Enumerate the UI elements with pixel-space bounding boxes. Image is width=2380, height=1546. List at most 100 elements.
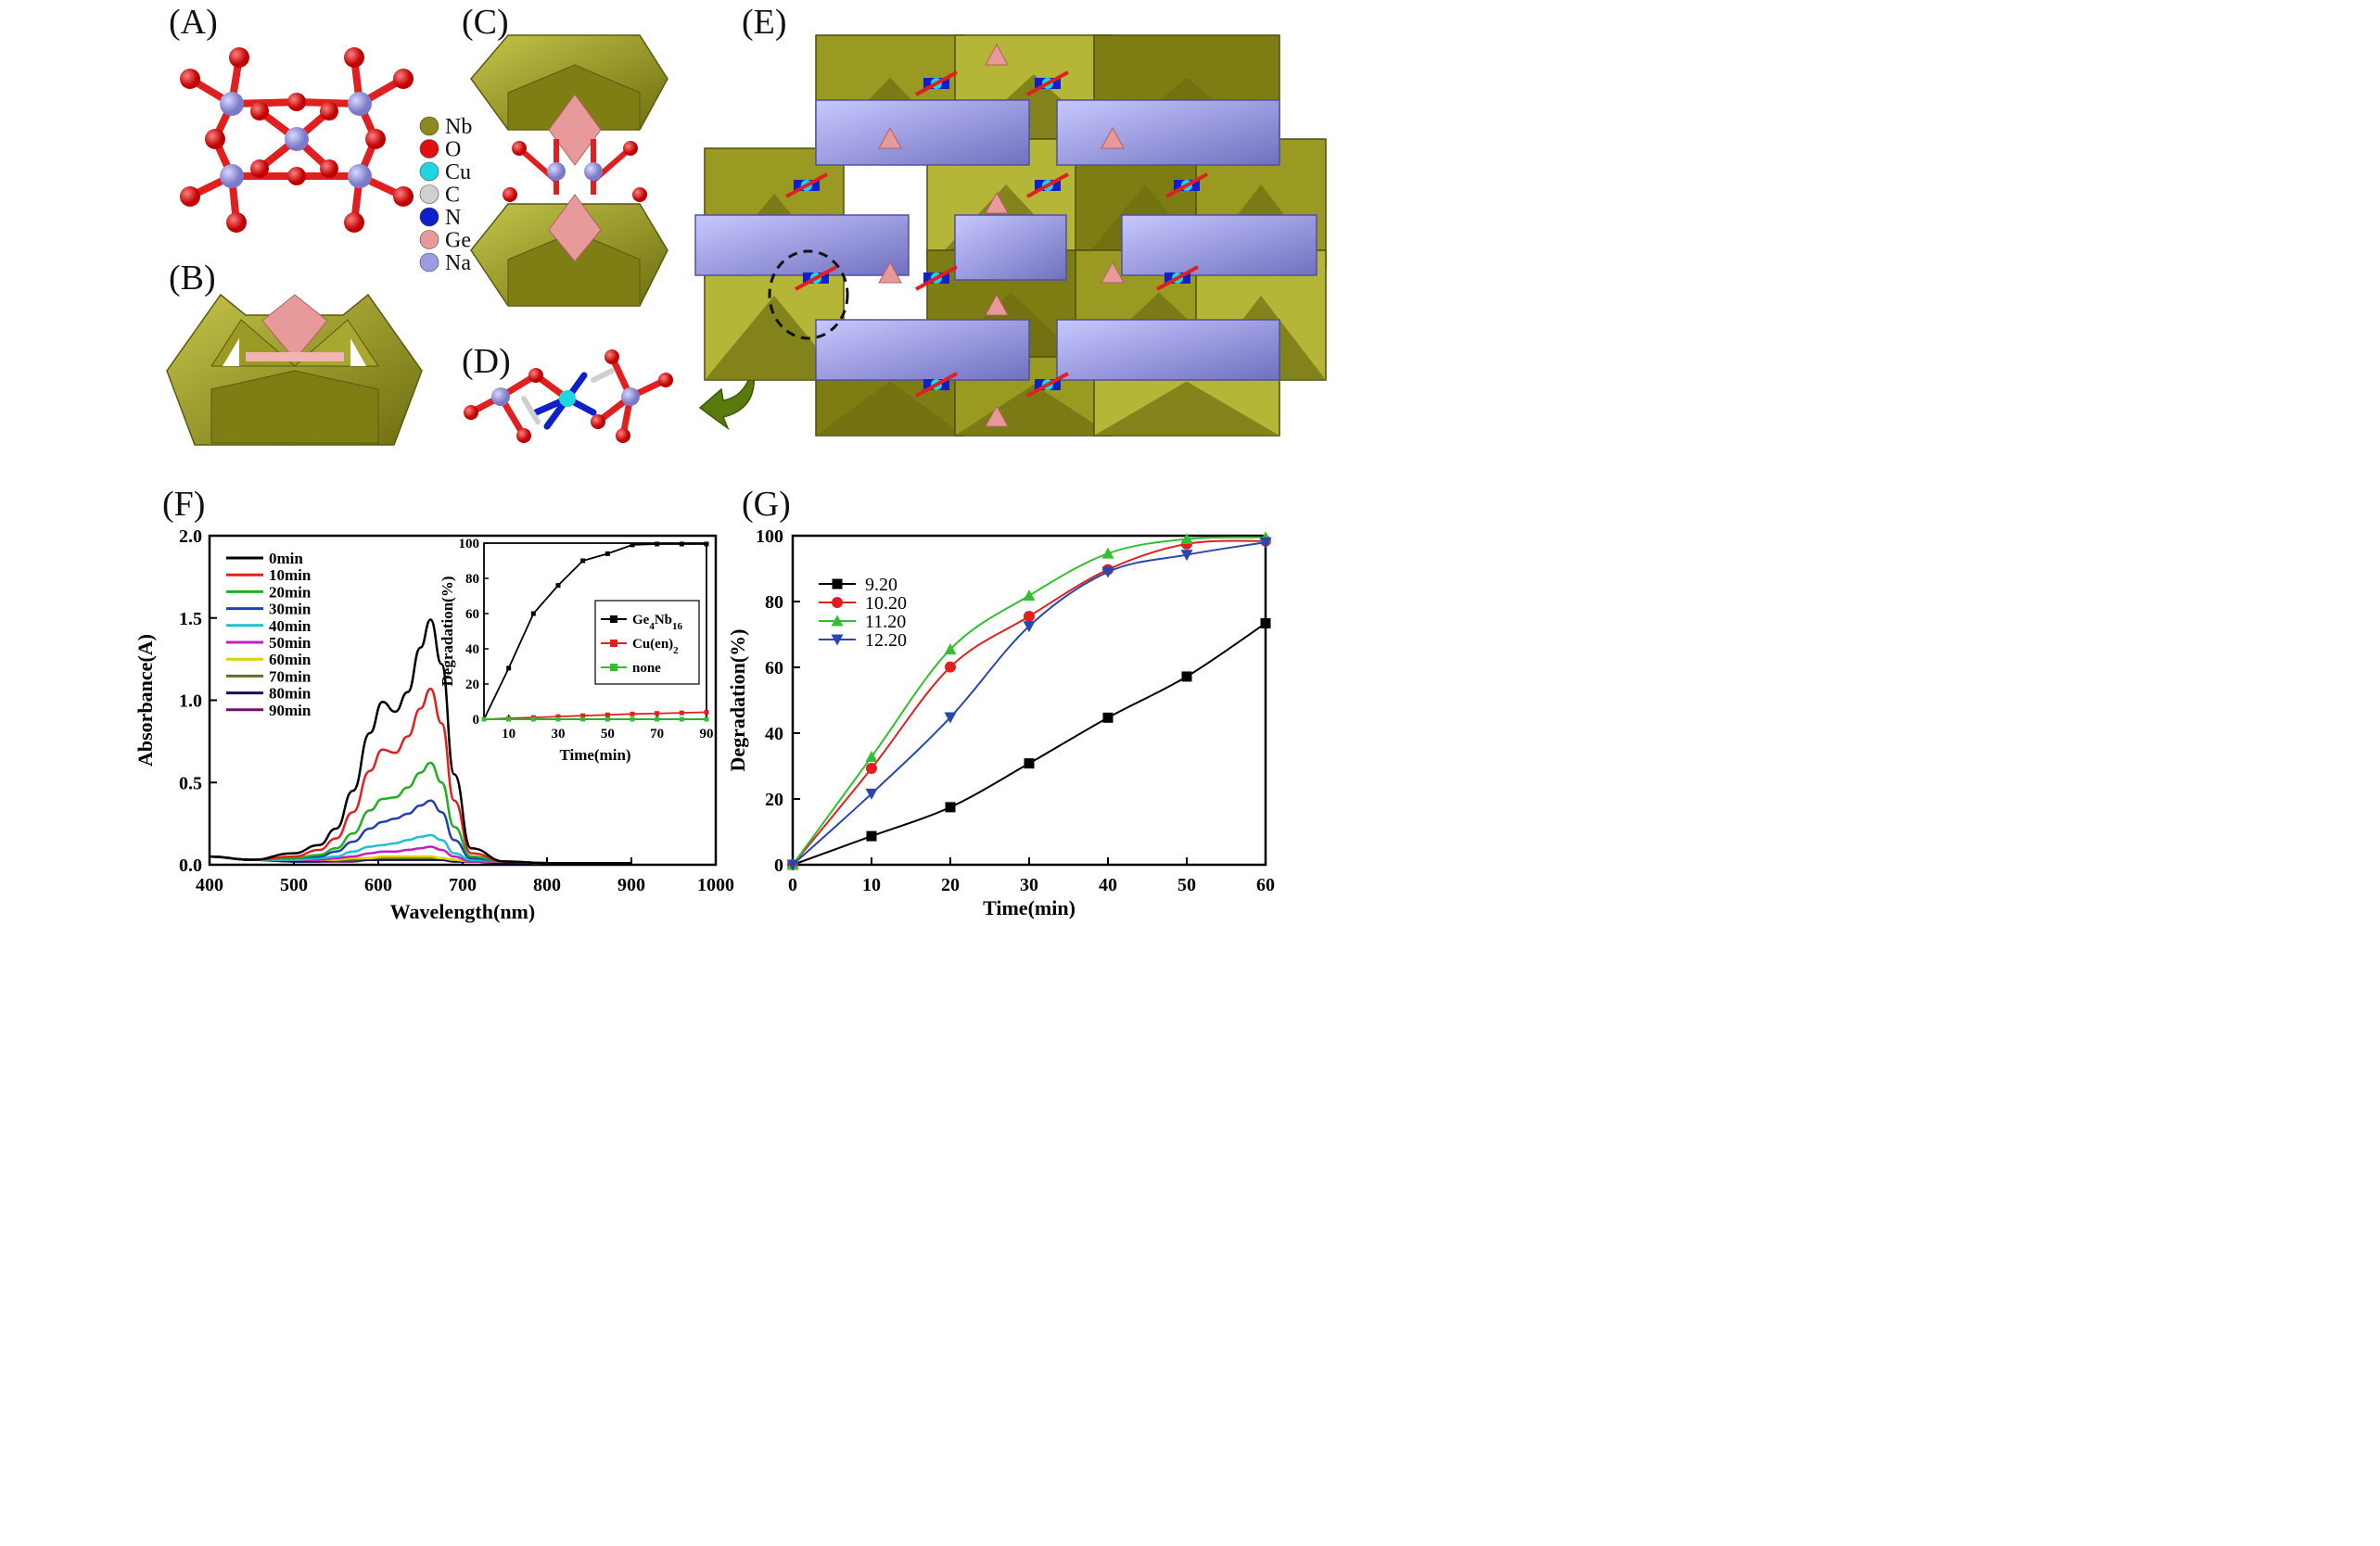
series-line-10.20 bbox=[792, 539, 1266, 866]
legend-marker-9.20 bbox=[832, 578, 843, 589]
legend-label-90min: 90min bbox=[269, 702, 312, 719]
legend-label-80min: 80min bbox=[269, 685, 312, 703]
framework-na-column bbox=[815, 319, 1030, 381]
y-tick-label: 2.0 bbox=[179, 526, 202, 547]
panel-label-f: (F) bbox=[162, 485, 206, 524]
y-tick-label: 60 bbox=[765, 658, 783, 678]
inset-point-Cu(en)2 bbox=[704, 709, 709, 715]
legend-label-40min: 40min bbox=[269, 617, 312, 635]
framework-o-bond bbox=[1026, 172, 1069, 198]
legend-label-nb: Nb bbox=[445, 115, 472, 139]
inset-legend-label-Cu(en)2: Cu(en)2 bbox=[632, 637, 679, 656]
inset-point-Ge4Nb16 bbox=[580, 558, 586, 564]
legend-label-o: O bbox=[445, 138, 461, 162]
legend-atom-c bbox=[419, 184, 439, 204]
legend-atom-na bbox=[419, 252, 439, 272]
legend-label-10.20: 10.20 bbox=[865, 593, 907, 614]
legend-label-70min: 70min bbox=[269, 667, 312, 685]
framework-nb-facet bbox=[1094, 381, 1279, 436]
inset-legend-marker-Cu(en)2 bbox=[610, 640, 617, 647]
x-axis-label: Time(min) bbox=[983, 896, 1075, 919]
structure-d bbox=[464, 349, 673, 443]
inset-point-none bbox=[506, 716, 512, 722]
framework-ge-tetrahedron bbox=[878, 260, 902, 284]
framework-ge-tetrahedron bbox=[985, 191, 1009, 214]
y-tick-label: 1.5 bbox=[179, 609, 202, 629]
x-tick-label: 1000 bbox=[697, 875, 734, 895]
y-axis-label: Absorbance(A) bbox=[134, 634, 157, 767]
x-tick-label: 600 bbox=[364, 875, 392, 895]
data-point-11.20 bbox=[1101, 547, 1114, 559]
legend-label-11.20: 11.20 bbox=[865, 612, 906, 632]
x-tick-label: 800 bbox=[533, 875, 561, 895]
data-point-9.20 bbox=[1181, 671, 1192, 682]
inset-point-none bbox=[580, 716, 586, 722]
inset-y-axis-label: Degradation(%) bbox=[439, 577, 456, 687]
inset-point-none bbox=[605, 716, 610, 722]
panel-label-c: (C) bbox=[462, 3, 509, 42]
inset-point-none bbox=[655, 716, 660, 722]
data-point-12.20 bbox=[944, 712, 957, 724]
inset-y-tick-label: 40 bbox=[465, 642, 479, 657]
legend-atom-o bbox=[419, 139, 439, 158]
legend-label-60min: 60min bbox=[269, 651, 312, 668]
data-point-10.20 bbox=[945, 661, 956, 673]
curved-arrow-icon bbox=[698, 365, 755, 431]
inset-y-tick-label: 60 bbox=[465, 607, 479, 622]
y-axis-label: Degradation(%) bbox=[726, 629, 749, 772]
legend-label-10min: 10min bbox=[269, 566, 312, 584]
y-tick-label: 20 bbox=[765, 790, 783, 810]
x-tick-label: 50 bbox=[1177, 875, 1196, 895]
panel-label-a: (A) bbox=[169, 3, 218, 42]
inset-x-tick-label: 70 bbox=[650, 727, 664, 741]
x-axis-label: Wavelength(nm) bbox=[390, 900, 535, 923]
chart-f: 400 500 600 700 800 900 10000.00.51.01.52.0Wav… bbox=[134, 526, 734, 923]
y-tick-label: 0.0 bbox=[179, 855, 202, 876]
data-point-11.20 bbox=[944, 642, 957, 654]
framework-o-bond bbox=[1165, 172, 1208, 198]
x-tick-label: 60 bbox=[1256, 875, 1275, 895]
framework-ge-tetrahedron bbox=[985, 293, 1009, 316]
inset-point-Ge4Nb16 bbox=[655, 541, 660, 547]
inset-x-tick-label: 50 bbox=[601, 727, 615, 741]
data-point-12.20 bbox=[1101, 566, 1114, 578]
inset-legend-label-none: none bbox=[632, 661, 661, 676]
inset-point-Cu(en)2 bbox=[555, 714, 561, 719]
x-tick-label: 40 bbox=[1099, 875, 1117, 895]
framework-nb-facet bbox=[705, 296, 844, 380]
inset-point-Ge4Nb16 bbox=[605, 551, 610, 556]
legend-label-12.20: 12.20 bbox=[865, 630, 907, 651]
data-point-10.20 bbox=[866, 762, 877, 774]
data-point-9.20 bbox=[945, 802, 956, 813]
data-point-9.20 bbox=[1102, 712, 1114, 723]
data-point-12.20 bbox=[1023, 621, 1036, 633]
inset-point-none bbox=[481, 716, 487, 722]
data-point-12.20 bbox=[786, 859, 799, 871]
x-tick-label: 0 bbox=[788, 875, 797, 895]
framework-ge-tetrahedron bbox=[985, 43, 1009, 66]
structure-c bbox=[470, 34, 668, 307]
framework-ge-tetrahedron bbox=[878, 126, 902, 149]
series-line-20min bbox=[209, 761, 631, 865]
data-point-11.20 bbox=[865, 751, 878, 763]
legend-label-9.20: 9.20 bbox=[865, 575, 897, 595]
data-point-10.20 bbox=[1024, 610, 1035, 622]
data-point-12.20 bbox=[1180, 550, 1193, 562]
series-line-10min bbox=[209, 687, 631, 865]
framework-o-bond bbox=[915, 265, 958, 291]
inset-point-none bbox=[530, 716, 536, 722]
series-line-40min bbox=[209, 833, 631, 865]
inset-point-none bbox=[555, 716, 561, 722]
y-tick-label: 1.0 bbox=[179, 691, 202, 712]
y-tick-label: 40 bbox=[765, 724, 783, 744]
x-tick-label: 700 bbox=[449, 875, 477, 895]
legend-marker-12.20 bbox=[831, 634, 844, 646]
framework-ge-tetrahedron bbox=[985, 404, 1009, 427]
panel-label-d: (D) bbox=[462, 342, 511, 381]
framework-na-column bbox=[1056, 319, 1280, 381]
x-tick-label: 30 bbox=[1020, 875, 1038, 895]
x-tick-label: 500 bbox=[280, 875, 308, 895]
framework-ge-tetrahedron bbox=[1101, 260, 1125, 284]
series-line-9.20 bbox=[792, 622, 1266, 866]
data-point-11.20 bbox=[1023, 589, 1036, 602]
